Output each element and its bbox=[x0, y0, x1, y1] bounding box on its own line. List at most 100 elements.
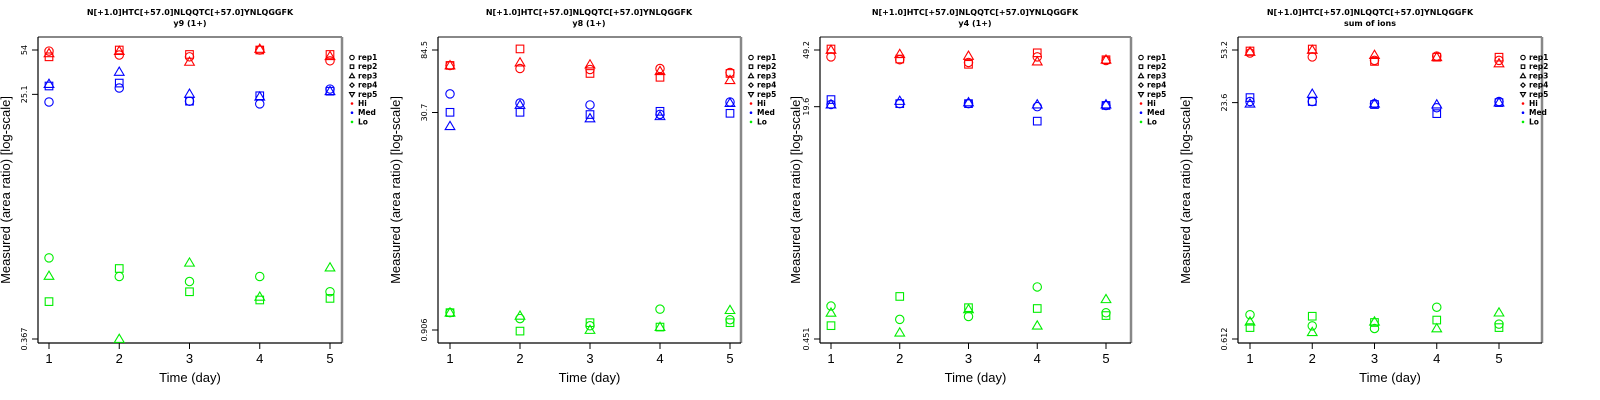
data-point-med-rep1 bbox=[255, 99, 265, 109]
data-point-hi-rep3 bbox=[113, 45, 126, 56]
legend-label: rep3 bbox=[757, 71, 776, 80]
x-tick-label: 1 bbox=[446, 351, 453, 366]
legend-label: Hi bbox=[1147, 99, 1156, 108]
data-point-med-rep1 bbox=[184, 96, 195, 106]
data-point-lo-rep3 bbox=[183, 256, 196, 267]
data-point-med-rep2 bbox=[826, 95, 836, 104]
data-point-hi-rep2 bbox=[185, 50, 194, 59]
data-point-med-rep3 bbox=[893, 95, 906, 105]
data-point-hi-rep1 bbox=[114, 50, 125, 60]
data-point-lo-rep3 bbox=[43, 270, 55, 280]
data-point-lo-rep3 bbox=[324, 261, 336, 272]
data-point-lo-rep2 bbox=[44, 297, 54, 306]
x-tick-label: 5 bbox=[1495, 351, 1502, 366]
data-point-hi-rep3 bbox=[1306, 44, 1319, 54]
data-point-lo-rep2 bbox=[185, 287, 194, 297]
legend-label: Lo bbox=[358, 117, 368, 126]
data-point-med-rep3 bbox=[113, 65, 126, 76]
data-point-med-rep1 bbox=[515, 98, 525, 108]
y-axis-label: Measured (area ratio) [log-scale] bbox=[1178, 96, 1193, 284]
legend-symbol-rep2 bbox=[748, 64, 754, 70]
data-point-hi-rep3 bbox=[43, 47, 55, 58]
data-point-lo-rep3 bbox=[893, 326, 906, 337]
y-axis-label: Measured (area ratio) [log-scale] bbox=[788, 96, 803, 284]
legend-symbol-med bbox=[749, 111, 753, 114]
x-tick-label: 1 bbox=[45, 351, 52, 366]
data-point-med-rep3 bbox=[43, 78, 55, 88]
data-point-med-rep2 bbox=[1245, 93, 1255, 102]
x-tick-label: 3 bbox=[586, 351, 593, 366]
data-point-hi-rep2 bbox=[1494, 52, 1504, 62]
data-point-hi-rep1 bbox=[325, 56, 335, 66]
legend-symbol-rep1 bbox=[349, 54, 355, 61]
data-point-hi-rep3 bbox=[825, 44, 837, 54]
legend-label: rep3 bbox=[1529, 71, 1548, 80]
x-axis-label: Time (day) bbox=[559, 370, 621, 385]
chart-title: N[+1.0]HTC[+57.0]NLQQTC[+57.0]YNLQGGFK bbox=[872, 8, 1079, 17]
chart-subtitle: y9 (1+) bbox=[173, 19, 206, 28]
legend-symbol-rep5 bbox=[747, 91, 755, 98]
legend-label: Hi bbox=[1529, 99, 1538, 108]
x-tick-label: 4 bbox=[1433, 351, 1440, 366]
data-point-lo-rep3 bbox=[1031, 319, 1044, 330]
legend-label: rep3 bbox=[1147, 71, 1166, 80]
data-point-lo-rep3 bbox=[113, 333, 126, 343]
data-point-hi-rep3 bbox=[1031, 55, 1044, 66]
legend-symbol-rep5 bbox=[1137, 91, 1145, 98]
data-point-hi-rep3 bbox=[514, 56, 526, 67]
legend-symbol-med bbox=[1139, 111, 1143, 114]
legend-label: Med bbox=[1529, 108, 1547, 117]
data-point-hi-rep3 bbox=[1368, 49, 1381, 59]
legend-label: rep1 bbox=[1147, 53, 1166, 62]
data-point-hi-rep1 bbox=[655, 63, 665, 74]
x-tick-label: 5 bbox=[326, 351, 333, 366]
data-point-lo-rep3 bbox=[1368, 315, 1381, 326]
data-point-med-rep2 bbox=[114, 78, 124, 88]
data-point-lo-rep1 bbox=[184, 276, 195, 287]
y-tick-label: 49.2 bbox=[802, 41, 811, 59]
data-point-med-rep3 bbox=[444, 120, 456, 131]
y-tick-label: 0.451 bbox=[802, 328, 811, 351]
legend-label: rep4 bbox=[358, 81, 377, 90]
y-tick-label: 25.1 bbox=[20, 85, 29, 103]
x-axis-label: Time (day) bbox=[159, 370, 221, 385]
data-point-med-rep3 bbox=[654, 110, 666, 121]
data-point-med-rep1 bbox=[44, 97, 54, 107]
data-point-lo-rep3 bbox=[444, 306, 456, 317]
legend-symbol-hi bbox=[749, 102, 753, 105]
data-point-med-rep3 bbox=[825, 98, 837, 109]
x-tick-label: 3 bbox=[186, 351, 193, 366]
chart-panel: N[+1.0]HTC[+57.0]NLQQTC[+57.0]YNLQGGFK y9… bbox=[0, 8, 377, 385]
data-point-lo-rep2 bbox=[585, 318, 595, 328]
x-tick-label: 3 bbox=[1371, 351, 1378, 366]
legend-symbol-med bbox=[1521, 111, 1525, 114]
legend-label: rep5 bbox=[757, 90, 776, 99]
data-point-lo-rep3 bbox=[584, 324, 596, 334]
data-point-med-rep3 bbox=[1306, 87, 1319, 98]
data-point-hi-rep3 bbox=[654, 65, 666, 76]
legend-symbol-rep1 bbox=[748, 54, 754, 61]
data-point-lo-rep1 bbox=[894, 314, 905, 325]
data-point-hi-rep3 bbox=[1430, 51, 1443, 62]
data-point-med-rep3 bbox=[1493, 96, 1505, 107]
chart-subtitle: sum of ions bbox=[1344, 19, 1396, 28]
y-tick-label: 19.6 bbox=[802, 98, 811, 116]
legend-symbol-rep3 bbox=[747, 72, 755, 79]
data-point-hi-rep3 bbox=[444, 59, 456, 70]
chart-panel: N[+1.0]HTC[+57.0]NLQQTC[+57.0]YNLQGGFK y4… bbox=[788, 8, 1166, 385]
data-point-med-rep1 bbox=[114, 83, 125, 93]
legend-symbol-lo bbox=[1521, 120, 1525, 124]
data-point-hi-rep1 bbox=[826, 52, 836, 62]
data-point-hi-rep3 bbox=[1493, 57, 1505, 68]
legend-symbol-rep4 bbox=[349, 82, 355, 89]
data-point-hi-rep3 bbox=[253, 43, 266, 53]
legend-label: Med bbox=[358, 108, 376, 117]
data-point-lo-rep3 bbox=[654, 321, 666, 332]
x-tick-label: 4 bbox=[256, 351, 263, 366]
chart-panel: N[+1.0]HTC[+57.0]NLQQTC[+57.0]YNLQGGFK y8… bbox=[388, 8, 776, 385]
y-tick-label: 0.906 bbox=[420, 319, 429, 342]
data-point-lo-rep2 bbox=[895, 292, 905, 301]
data-point-lo-rep1 bbox=[114, 271, 125, 282]
legend-label: rep4 bbox=[1529, 81, 1548, 90]
